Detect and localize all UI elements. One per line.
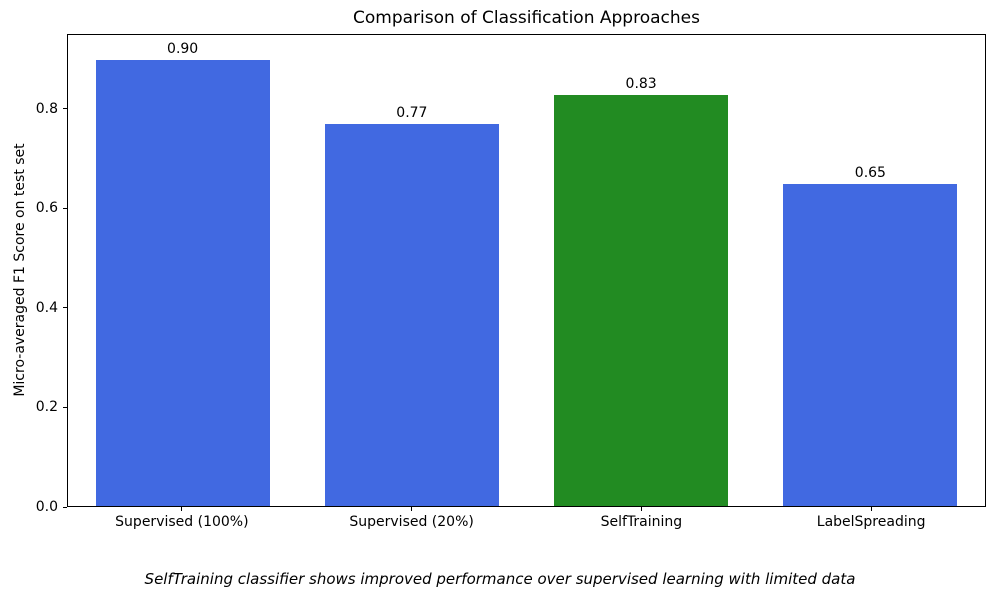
caption: SelfTraining classifier shows improved p…: [144, 570, 856, 588]
bar-value-label: 0.83: [625, 75, 657, 92]
chart-title: Comparison of Classification Approaches: [353, 8, 700, 28]
y-tick-label: 0.4: [35, 299, 58, 316]
x-tick-mark: [640, 507, 642, 511]
bar-1: [324, 124, 499, 506]
y-tick-mark: [63, 506, 67, 508]
y-tick-label: 0.6: [35, 200, 58, 217]
bar-3: [783, 183, 958, 506]
bar-2: [554, 94, 729, 506]
bar-value-label: 0.90: [167, 40, 199, 57]
y-tick-label: 0.8: [35, 100, 58, 117]
y-tick-mark: [63, 307, 67, 309]
bar-slot: 0.83: [527, 35, 756, 506]
bar-slot: 0.65: [756, 35, 985, 506]
plot-area: 0.90 0.77 0.83 0.65: [67, 34, 986, 507]
y-tick-mark: [63, 108, 67, 110]
bar-value-label: 0.65: [854, 164, 886, 181]
x-tick-label: LabelSpreading: [816, 514, 926, 530]
x-tick-mark: [411, 507, 413, 511]
y-tick-label: 0.0: [35, 499, 58, 515]
x-tick-mark: [181, 507, 183, 511]
x-tick-label: Supervised (20%): [349, 514, 474, 530]
bar-slot: 0.77: [297, 35, 526, 506]
bars-row: 0.90 0.77 0.83 0.65: [68, 35, 985, 506]
bar-value-label: 0.77: [396, 105, 428, 122]
bar-0: [95, 59, 270, 506]
y-tick-mark: [63, 406, 67, 408]
y-tick-label: 0.2: [35, 399, 58, 416]
bar-slot: 0.90: [68, 35, 297, 506]
x-tick-label: SelfTraining: [600, 514, 683, 530]
y-tick-mark: [63, 207, 67, 209]
x-tick-mark: [870, 507, 872, 511]
x-tick-label: Supervised (100%): [115, 514, 249, 530]
y-axis-label: Micro-averaged F1 Score on test set: [12, 143, 28, 397]
